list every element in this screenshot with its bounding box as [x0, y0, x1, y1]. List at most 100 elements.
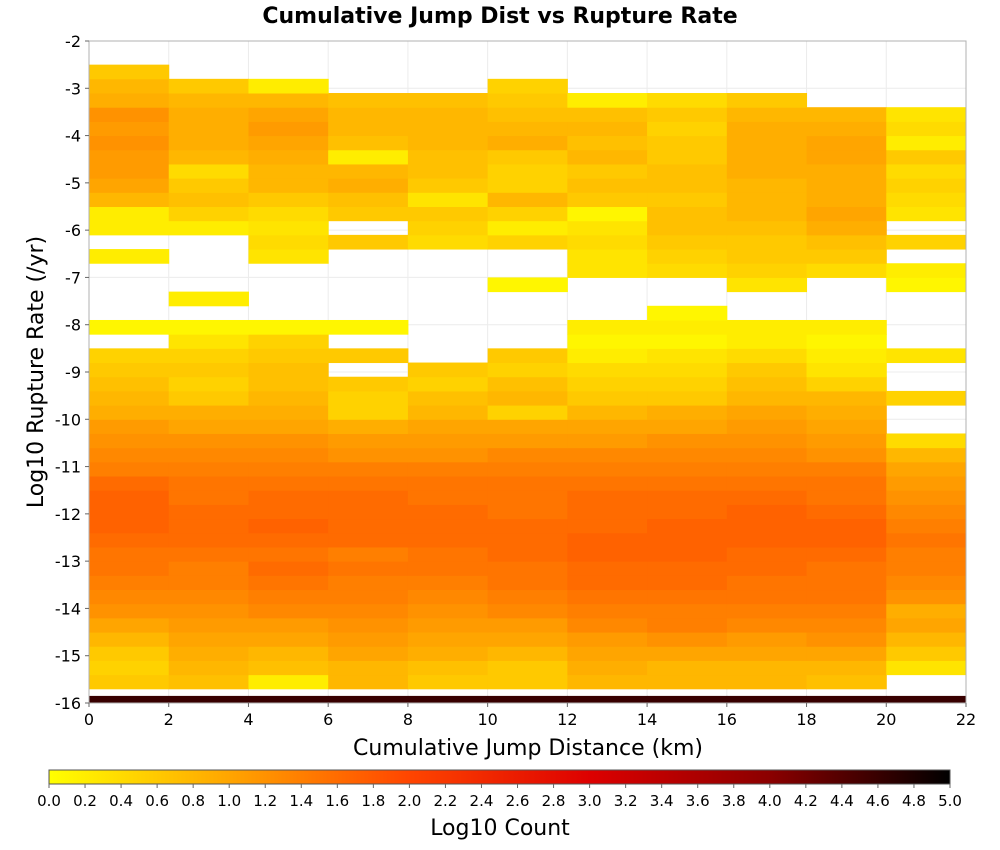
heatmap-cell [647, 121, 728, 137]
colorbar-tick-label: 1.6 [325, 792, 349, 810]
y-tick-label: -10 [55, 410, 81, 429]
heatmap-cell [168, 490, 249, 505]
heatmap-cell [806, 107, 887, 122]
heatmap-cell [328, 461, 409, 477]
heatmap-cell [806, 149, 887, 165]
heatmap-cell [647, 447, 728, 463]
heatmap-cell [89, 405, 170, 420]
heatmap-cell [806, 674, 887, 690]
heatmap-cell [806, 121, 887, 137]
colorbar-tick-label: 0.0 [37, 792, 61, 810]
heatmap-cell [487, 121, 568, 137]
heatmap-cell [806, 178, 887, 193]
heatmap-cell [567, 532, 648, 548]
heatmap-cell [248, 532, 329, 548]
heatmap-cell [168, 561, 249, 576]
heatmap-cell [567, 433, 648, 449]
heatmap-cell [168, 603, 249, 619]
heatmap-cell [647, 107, 728, 122]
heatmap-cell [806, 362, 887, 378]
heatmap-cell [407, 135, 489, 151]
heatmap-cell [726, 589, 808, 605]
heatmap-cell [407, 490, 489, 505]
heatmap-cell [328, 405, 409, 420]
heatmap-cell [567, 419, 648, 434]
heatmap-cell [647, 249, 728, 264]
heatmap-cell [407, 419, 489, 434]
x-axis-label: Cumulative Jump Distance (km) [353, 736, 703, 761]
heatmap-cell [248, 490, 329, 505]
heatmap-cell [567, 546, 648, 562]
x-tick-label: 6 [323, 710, 333, 729]
heatmap-cell [487, 589, 568, 605]
heatmap-cell [567, 178, 648, 193]
heatmap-cell [487, 192, 568, 207]
heatmap-cell [168, 447, 249, 463]
heatmap-cell [567, 674, 648, 690]
heatmap-cell [567, 646, 648, 661]
colorbar-tick-label: 3.4 [650, 792, 674, 810]
heatmap-cell [567, 405, 648, 420]
heatmap-cell [726, 348, 808, 364]
heatmap-cell [647, 646, 728, 661]
heatmap-cell [726, 206, 808, 222]
heatmap-cell [487, 163, 568, 179]
heatmap-cell [89, 348, 170, 364]
heatmap-cell [248, 249, 329, 264]
heatmap-cell [886, 546, 967, 562]
heatmap-cell [647, 192, 728, 207]
y-tick-label: -12 [55, 505, 81, 524]
heatmap-cell [886, 178, 967, 193]
heatmap-cell [567, 234, 648, 250]
heatmap-cell [487, 149, 568, 165]
heatmap-cell [726, 575, 808, 591]
heatmap-cell [407, 447, 489, 463]
heatmap-cell [248, 135, 329, 151]
heatmap-cell [248, 461, 329, 477]
heatmap-cell [168, 617, 249, 633]
x-tick-label: 4 [243, 710, 253, 729]
heatmap-cell [806, 348, 887, 364]
heatmap-cell [168, 589, 249, 605]
heatmap-cell [567, 561, 648, 576]
heatmap-cell [886, 575, 967, 591]
heatmap-cell [168, 646, 249, 661]
heatmap-cell [89, 93, 170, 108]
heatmap-cell [407, 433, 489, 449]
chart-title: Cumulative Jump Dist vs Rupture Rate [262, 4, 737, 29]
heatmap-cell [487, 234, 568, 250]
colorbar-tick-label: 1.0 [217, 792, 241, 810]
heatmap-cell [248, 220, 329, 236]
heatmap-cell [407, 362, 489, 378]
heatmap-cell [328, 589, 409, 605]
colorbar-tick-label: 0.6 [145, 792, 169, 810]
heatmap-cell [567, 518, 648, 534]
x-tick-label: 10 [477, 710, 497, 729]
heatmap-cell [567, 348, 648, 364]
heatmap-cell [487, 405, 568, 420]
heatmap-cell [407, 695, 489, 704]
heatmap-cell [168, 149, 249, 165]
heatmap-cell [487, 476, 568, 491]
heatmap-cell [168, 660, 249, 676]
heatmap-cell [89, 476, 170, 491]
heatmap-cell [89, 546, 170, 562]
heatmap-cell [567, 575, 648, 591]
heatmap-cell [806, 390, 887, 406]
heatmap-cell [248, 546, 329, 562]
heatmap-cell [886, 390, 967, 406]
y-tick-label: -9 [65, 363, 81, 382]
heatmap-cell [168, 220, 249, 236]
heatmap-cell [806, 433, 887, 449]
heatmap-cell [248, 617, 329, 633]
heatmap-cell [886, 617, 967, 633]
heatmap-cell [89, 249, 170, 264]
heatmap-cell [248, 348, 329, 364]
heatmap-cell [567, 476, 648, 491]
heatmap-cell [248, 518, 329, 534]
y-tick-label: -11 [55, 458, 81, 477]
heatmap-cell [248, 561, 329, 576]
heatmap-cell [726, 504, 808, 520]
heatmap-cell [726, 518, 808, 534]
